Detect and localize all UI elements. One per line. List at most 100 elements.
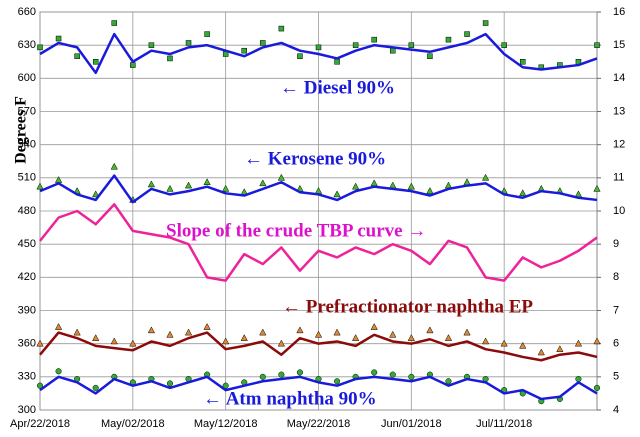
marker bbox=[390, 47, 396, 54]
marker bbox=[556, 345, 564, 352]
marker bbox=[92, 334, 100, 341]
marker bbox=[110, 337, 118, 345]
marker bbox=[92, 384, 99, 391]
marker bbox=[426, 187, 434, 194]
series-line bbox=[39, 32, 598, 75]
marker bbox=[55, 35, 62, 42]
marker bbox=[389, 371, 396, 378]
marker bbox=[407, 334, 415, 341]
marker bbox=[203, 178, 211, 186]
y2-tick-label: 4 bbox=[613, 404, 619, 416]
marker bbox=[407, 182, 415, 190]
marker bbox=[500, 339, 508, 347]
marker bbox=[297, 53, 303, 59]
x-tick-label: Apr/22/2018 bbox=[10, 418, 70, 430]
marker bbox=[408, 42, 415, 48]
marker bbox=[241, 47, 247, 54]
marker bbox=[259, 179, 267, 187]
marker bbox=[370, 323, 378, 330]
marker bbox=[222, 184, 230, 192]
y2-tick-label: 11 bbox=[613, 172, 624, 184]
marker bbox=[501, 42, 507, 48]
marker bbox=[147, 180, 156, 188]
marker bbox=[36, 182, 44, 190]
marker bbox=[259, 328, 267, 336]
marker bbox=[166, 380, 174, 387]
series-line bbox=[39, 174, 598, 204]
y2-tick-label: 14 bbox=[613, 72, 625, 84]
y-axis-label: Degrees F bbox=[13, 96, 30, 164]
marker bbox=[37, 44, 43, 51]
y-tick-label: 420 bbox=[18, 271, 36, 283]
x-tick-label: Jul/11/2018 bbox=[476, 418, 532, 430]
marker bbox=[574, 339, 583, 347]
marker bbox=[278, 371, 285, 378]
marker bbox=[314, 330, 323, 338]
marker bbox=[184, 328, 193, 336]
marker bbox=[575, 375, 582, 383]
marker bbox=[371, 369, 378, 376]
marker bbox=[222, 337, 230, 345]
marker bbox=[36, 339, 44, 347]
marker bbox=[92, 190, 100, 198]
marker bbox=[167, 55, 173, 62]
marker bbox=[130, 62, 136, 68]
marker bbox=[166, 330, 174, 338]
marker bbox=[147, 326, 156, 334]
y-tick-label: 510 bbox=[18, 172, 36, 184]
marker bbox=[166, 184, 174, 192]
x-tick-label: May/02/2018 bbox=[101, 418, 165, 430]
marker bbox=[73, 328, 81, 336]
marker bbox=[296, 369, 303, 376]
y2-tick-label: 12 bbox=[613, 139, 625, 151]
marker bbox=[54, 323, 63, 330]
marker bbox=[240, 334, 248, 341]
marker bbox=[278, 25, 285, 32]
marker bbox=[204, 31, 210, 37]
marker bbox=[482, 20, 489, 26]
y-tick-label: 630 bbox=[18, 39, 36, 51]
series-line bbox=[39, 375, 598, 401]
y-tick-label: 300 bbox=[18, 404, 36, 416]
y-tick-label: 330 bbox=[18, 371, 36, 383]
marker bbox=[444, 334, 453, 341]
marker bbox=[315, 44, 322, 51]
marker bbox=[519, 59, 526, 65]
marker bbox=[129, 339, 137, 347]
marker bbox=[445, 378, 452, 385]
marker bbox=[334, 378, 341, 385]
y2-tick-label: 7 bbox=[613, 304, 619, 316]
marker bbox=[519, 341, 527, 349]
annotation: ← Diesel 90% bbox=[280, 77, 395, 98]
marker bbox=[464, 31, 470, 37]
y2-tick-label: 8 bbox=[613, 271, 619, 283]
marker bbox=[333, 190, 341, 198]
marker bbox=[445, 36, 452, 43]
y-tick-label: 450 bbox=[18, 238, 36, 250]
marker bbox=[352, 42, 359, 48]
y2-tick-label: 5 bbox=[613, 371, 619, 383]
marker bbox=[352, 182, 360, 190]
marker bbox=[36, 382, 44, 389]
annotation: ← Prefractionator naphtha EP bbox=[282, 296, 533, 317]
y-tick-label: 540 bbox=[18, 139, 36, 151]
marker bbox=[463, 328, 471, 336]
marker bbox=[537, 348, 545, 356]
marker bbox=[593, 384, 601, 391]
x-tick-label: May/22/2018 bbox=[287, 418, 351, 430]
marker bbox=[148, 42, 155, 48]
marker bbox=[481, 337, 490, 345]
marker bbox=[259, 373, 266, 380]
y2-tick-label: 10 bbox=[613, 205, 625, 217]
annotation: ← Atm naphtha 90% bbox=[203, 388, 377, 409]
marker bbox=[55, 368, 62, 375]
marker bbox=[185, 40, 192, 46]
marker bbox=[593, 184, 601, 192]
marker bbox=[427, 53, 433, 59]
y-tick-label: 480 bbox=[18, 205, 36, 217]
marker bbox=[277, 173, 285, 181]
marker bbox=[74, 53, 80, 59]
marker bbox=[260, 40, 266, 46]
y2-tick-label: 16 bbox=[613, 6, 625, 18]
